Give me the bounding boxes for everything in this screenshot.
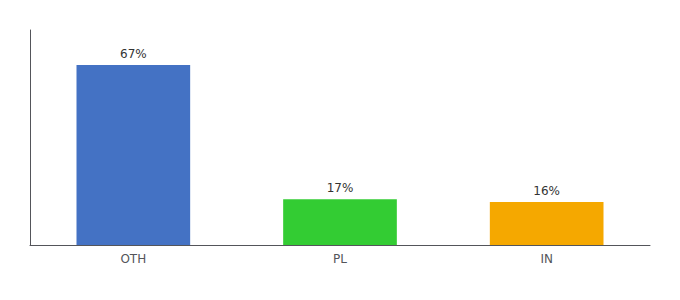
- svg-text:16%: 16%: [533, 184, 560, 198]
- svg-text:17%: 17%: [327, 181, 354, 195]
- svg-text:PL: PL: [333, 252, 347, 266]
- svg-text:67%: 67%: [120, 47, 147, 61]
- svg-text:OTH: OTH: [120, 252, 146, 266]
- svg-text:IN: IN: [540, 252, 553, 266]
